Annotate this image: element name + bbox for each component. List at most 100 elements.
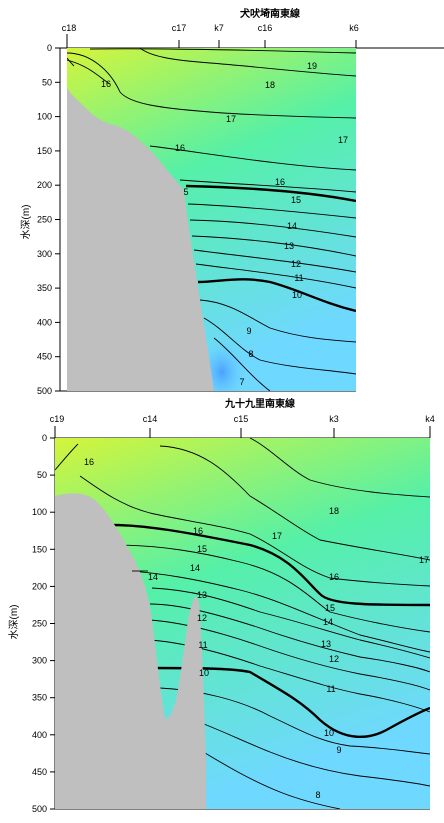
isotherm-label: 10 xyxy=(199,668,209,678)
station-labels: c19 c14 c15 k3 k4 xyxy=(50,414,435,424)
isotherm-label: 19 xyxy=(307,61,317,71)
isotherm-line xyxy=(67,59,111,85)
isotherm-line xyxy=(139,48,356,77)
isotherm-label: 16 xyxy=(175,143,185,153)
y-tick-label: 300 xyxy=(37,249,52,259)
station-label: k7 xyxy=(214,23,224,33)
station-label: c19 xyxy=(50,414,65,424)
y-tick-label: 50 xyxy=(37,470,47,480)
y-tick-label: 200 xyxy=(37,180,52,190)
y-tick-label: 300 xyxy=(32,656,47,666)
isotherm-line xyxy=(111,544,430,633)
station-ticks xyxy=(54,426,431,438)
station-labels: c18 c17 k7 c16 k6 xyxy=(62,23,359,33)
plot-area: 16 18 17 16 17 15 16 14 14 15 13 14 12 1… xyxy=(55,438,430,809)
panel-kujukuri: 九十九里南東線 c19 c14 c15 k3 k4 0 50 100 150 200 25… xyxy=(8,397,435,814)
isotherm-label: 11 xyxy=(198,640,207,650)
y-tick-label: 450 xyxy=(32,767,47,777)
isotherm-line xyxy=(79,475,430,587)
isotherm-labels: 16 18 17 16 17 15 16 14 14 15 13 14 12 1… xyxy=(84,457,429,800)
isotherm-label: 17 xyxy=(419,555,429,565)
station-label: k3 xyxy=(329,414,339,424)
isotherm-label: 16 xyxy=(193,526,203,536)
y-tick-label: 400 xyxy=(32,730,47,740)
station-label: c14 xyxy=(143,414,158,424)
isotherm-line xyxy=(179,714,430,787)
isotherm-label: 14 xyxy=(287,221,297,231)
y-tick-label: 50 xyxy=(42,77,52,87)
seafloor xyxy=(55,493,206,809)
isotherm-label: 12 xyxy=(329,654,339,664)
isotherm-label: 10 xyxy=(292,290,302,300)
isotherm-line xyxy=(149,145,356,171)
isotherm-label: 14 xyxy=(148,572,158,582)
isotherm-line xyxy=(195,263,356,289)
isotherm-label: 8 xyxy=(315,790,320,800)
isotherm-line xyxy=(199,749,341,809)
isotherm-label: 15 xyxy=(325,603,335,613)
y-axis-label: 水深(m) xyxy=(20,205,32,240)
isotherm-label: 11 xyxy=(294,273,303,283)
isotherm-labels: 19 18 17 16 15 14 13 12 11 10 9 8 7 16 1… xyxy=(101,61,348,387)
station-label: c16 xyxy=(258,23,273,33)
y-tick-label: 200 xyxy=(32,581,47,591)
station-label: k4 xyxy=(425,414,435,424)
isotherm-label: 18 xyxy=(329,506,339,516)
isotherm-label: 5 xyxy=(183,187,188,197)
y-tick-label: 350 xyxy=(32,693,47,703)
y-tick-label: 400 xyxy=(37,317,52,327)
y-tick-label: 250 xyxy=(32,619,47,629)
y-tick-label: 450 xyxy=(37,352,52,362)
isotherm-line xyxy=(67,52,356,119)
isotherm-label: 18 xyxy=(265,80,275,90)
y-axis-label: 水深(m) xyxy=(8,605,20,640)
station-label: k6 xyxy=(349,23,359,33)
isotherm-line xyxy=(249,438,430,498)
station-label: c15 xyxy=(234,414,249,424)
y-axis: 0 50 100 150 200 250 300 350 400 450 500 水深(m) xyxy=(8,433,55,814)
isotherm-line xyxy=(179,179,356,193)
isotherm-label: 9 xyxy=(246,326,251,336)
isotherm-line-bold xyxy=(185,184,356,203)
isotherm-label: 14 xyxy=(323,617,333,627)
isotherm-line xyxy=(159,687,430,755)
isotherm-label: 8 xyxy=(248,349,253,359)
isotherm-line-bold xyxy=(111,523,430,607)
isotherm-label: 10 xyxy=(324,728,334,738)
isotherms xyxy=(55,438,430,809)
y-axis: 0 50 100 150 200 250 300 350 400 450 500 水深(m) xyxy=(20,43,60,396)
isotherm-label: 7 xyxy=(239,377,244,387)
isotherm-label: 15 xyxy=(291,195,301,205)
isotherm-label: 15 xyxy=(197,544,207,554)
chart-title: 九十九里南東線 xyxy=(224,397,295,410)
isotherm-label: 9 xyxy=(336,745,341,755)
isotherm-label: 17 xyxy=(226,114,236,124)
isotherm-line-bold xyxy=(149,666,430,738)
chart-title: 犬吠埼南東線 xyxy=(240,7,300,20)
isotherm-line xyxy=(159,445,430,561)
y-tick-label: 150 xyxy=(32,544,47,554)
isotherm-label: 13 xyxy=(197,590,207,600)
station-ticks xyxy=(66,34,357,48)
isotherm-line xyxy=(67,57,75,67)
isotherm-label: 13 xyxy=(284,241,294,251)
isotherm-line xyxy=(187,203,356,219)
isotherm-label: 14 xyxy=(190,563,200,573)
isotherms xyxy=(67,48,356,391)
isotherm-line xyxy=(189,219,356,238)
isotherm-label: 13 xyxy=(321,639,331,649)
y-tick-label: 100 xyxy=(37,112,52,122)
isotherm-label: 16 xyxy=(329,572,339,582)
y-tick-label: 0 xyxy=(47,43,52,53)
seafloor xyxy=(67,88,214,391)
y-tick-label: 150 xyxy=(37,146,52,156)
y-tick-label: 0 xyxy=(42,433,47,443)
isotherm-line-bold xyxy=(197,278,356,313)
isotherm-line xyxy=(151,587,430,659)
plot-area: 19 18 17 16 15 14 13 12 11 10 9 8 7 16 1… xyxy=(67,48,356,391)
isotherm-label: 12 xyxy=(291,259,301,269)
isotherm-label: 11 xyxy=(326,684,335,694)
y-tick-label: 100 xyxy=(32,507,47,517)
isotherm-line xyxy=(213,337,271,391)
